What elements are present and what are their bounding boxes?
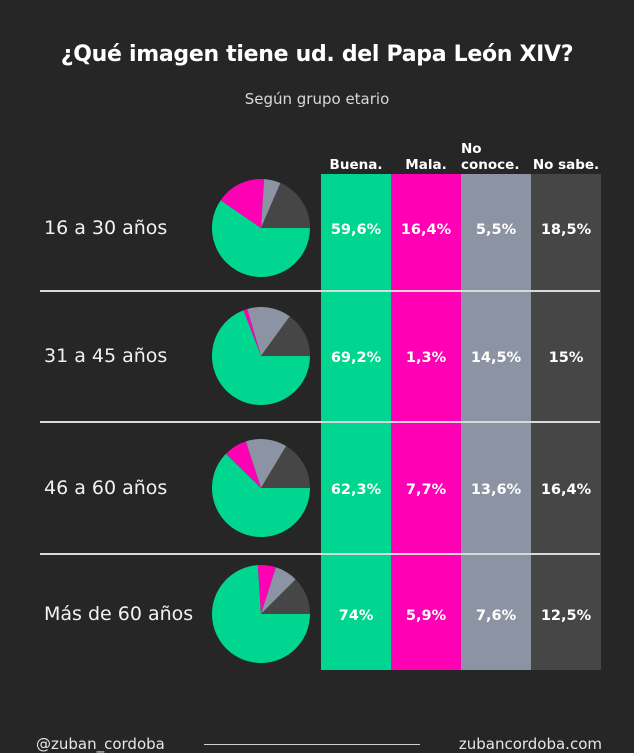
pie-chart <box>211 439 310 538</box>
data-label-mala: 16,4% <box>400 222 452 238</box>
pie-chart <box>212 179 310 278</box>
column-header-label: No conoce. <box>461 141 520 173</box>
column-header-mala: Mala. <box>391 137 461 173</box>
column-header-label: No sabe. <box>532 157 600 173</box>
row-separator <box>40 421 600 423</box>
pie-chart <box>212 565 310 664</box>
pie-slice-mala <box>243 308 261 356</box>
column-header-label: Buena. <box>329 157 383 173</box>
pie-slice-no_conoce <box>247 307 290 356</box>
pie-slice-no_conoce <box>261 567 296 614</box>
chart-title: ¿Qué imagen tiene ud. del Papa León XIV? <box>60 42 574 67</box>
footer-divider <box>204 744 420 745</box>
column-header-buena: Buena. <box>321 137 391 173</box>
chart-subtitle: Según grupo etario <box>244 90 390 108</box>
pie-slice-buena <box>211 453 310 538</box>
pie-slice-mala <box>257 565 276 614</box>
data-label-mala: 1,3% <box>405 350 447 366</box>
row-label: 31 a 45 años <box>44 345 168 367</box>
row-label: 46 a 60 años <box>44 477 168 499</box>
data-label-no_sabe: 18,5% <box>540 222 592 238</box>
pie-slice-buena <box>212 310 310 406</box>
row-label: Más de 60 años <box>44 603 194 625</box>
data-label-no_conoce: 7,6% <box>475 608 517 624</box>
pie-slice-mala <box>225 441 261 488</box>
row-separator <box>40 290 600 292</box>
pie-slice-buena <box>212 565 310 664</box>
data-label-no_conoce: 14,5% <box>470 350 522 366</box>
row-separator <box>40 553 600 555</box>
pie-slice-no_sabe <box>261 183 310 228</box>
row-label: 16 a 30 años <box>44 217 168 239</box>
footer-website: zubancordoba.com <box>458 735 602 753</box>
pie-slice-no_sabe <box>261 316 310 356</box>
data-label-mala: 5,9% <box>405 608 447 624</box>
pie-slice-no_sabe <box>261 579 310 614</box>
data-label-buena: 59,6% <box>330 222 382 238</box>
column-header-label: Mala. <box>405 157 447 173</box>
pie-slice-no_conoce <box>261 179 281 228</box>
pie-slice-no_sabe <box>261 445 310 488</box>
pie-chart <box>212 307 310 406</box>
pie-slice-no_conoce <box>245 439 287 488</box>
pie-slice-buena <box>212 200 310 278</box>
column-header-no_conoce: No conoce. <box>461 137 531 173</box>
column-header-no_sabe: No sabe. <box>531 137 601 173</box>
data-label-no_conoce: 5,5% <box>475 222 517 238</box>
data-label-buena: 62,3% <box>330 482 382 498</box>
data-label-no_sabe: 12,5% <box>540 608 592 624</box>
pie-slice-mala <box>220 179 265 228</box>
data-label-no_conoce: 13,6% <box>470 482 522 498</box>
data-label-buena: 74% <box>338 608 374 624</box>
footer-handle: @zuban_cordoba <box>36 735 165 753</box>
data-label-mala: 7,7% <box>405 482 447 498</box>
data-label-no_sabe: 16,4% <box>540 482 592 498</box>
data-label-no_sabe: 15% <box>548 350 584 366</box>
data-label-buena: 69,2% <box>330 350 382 366</box>
